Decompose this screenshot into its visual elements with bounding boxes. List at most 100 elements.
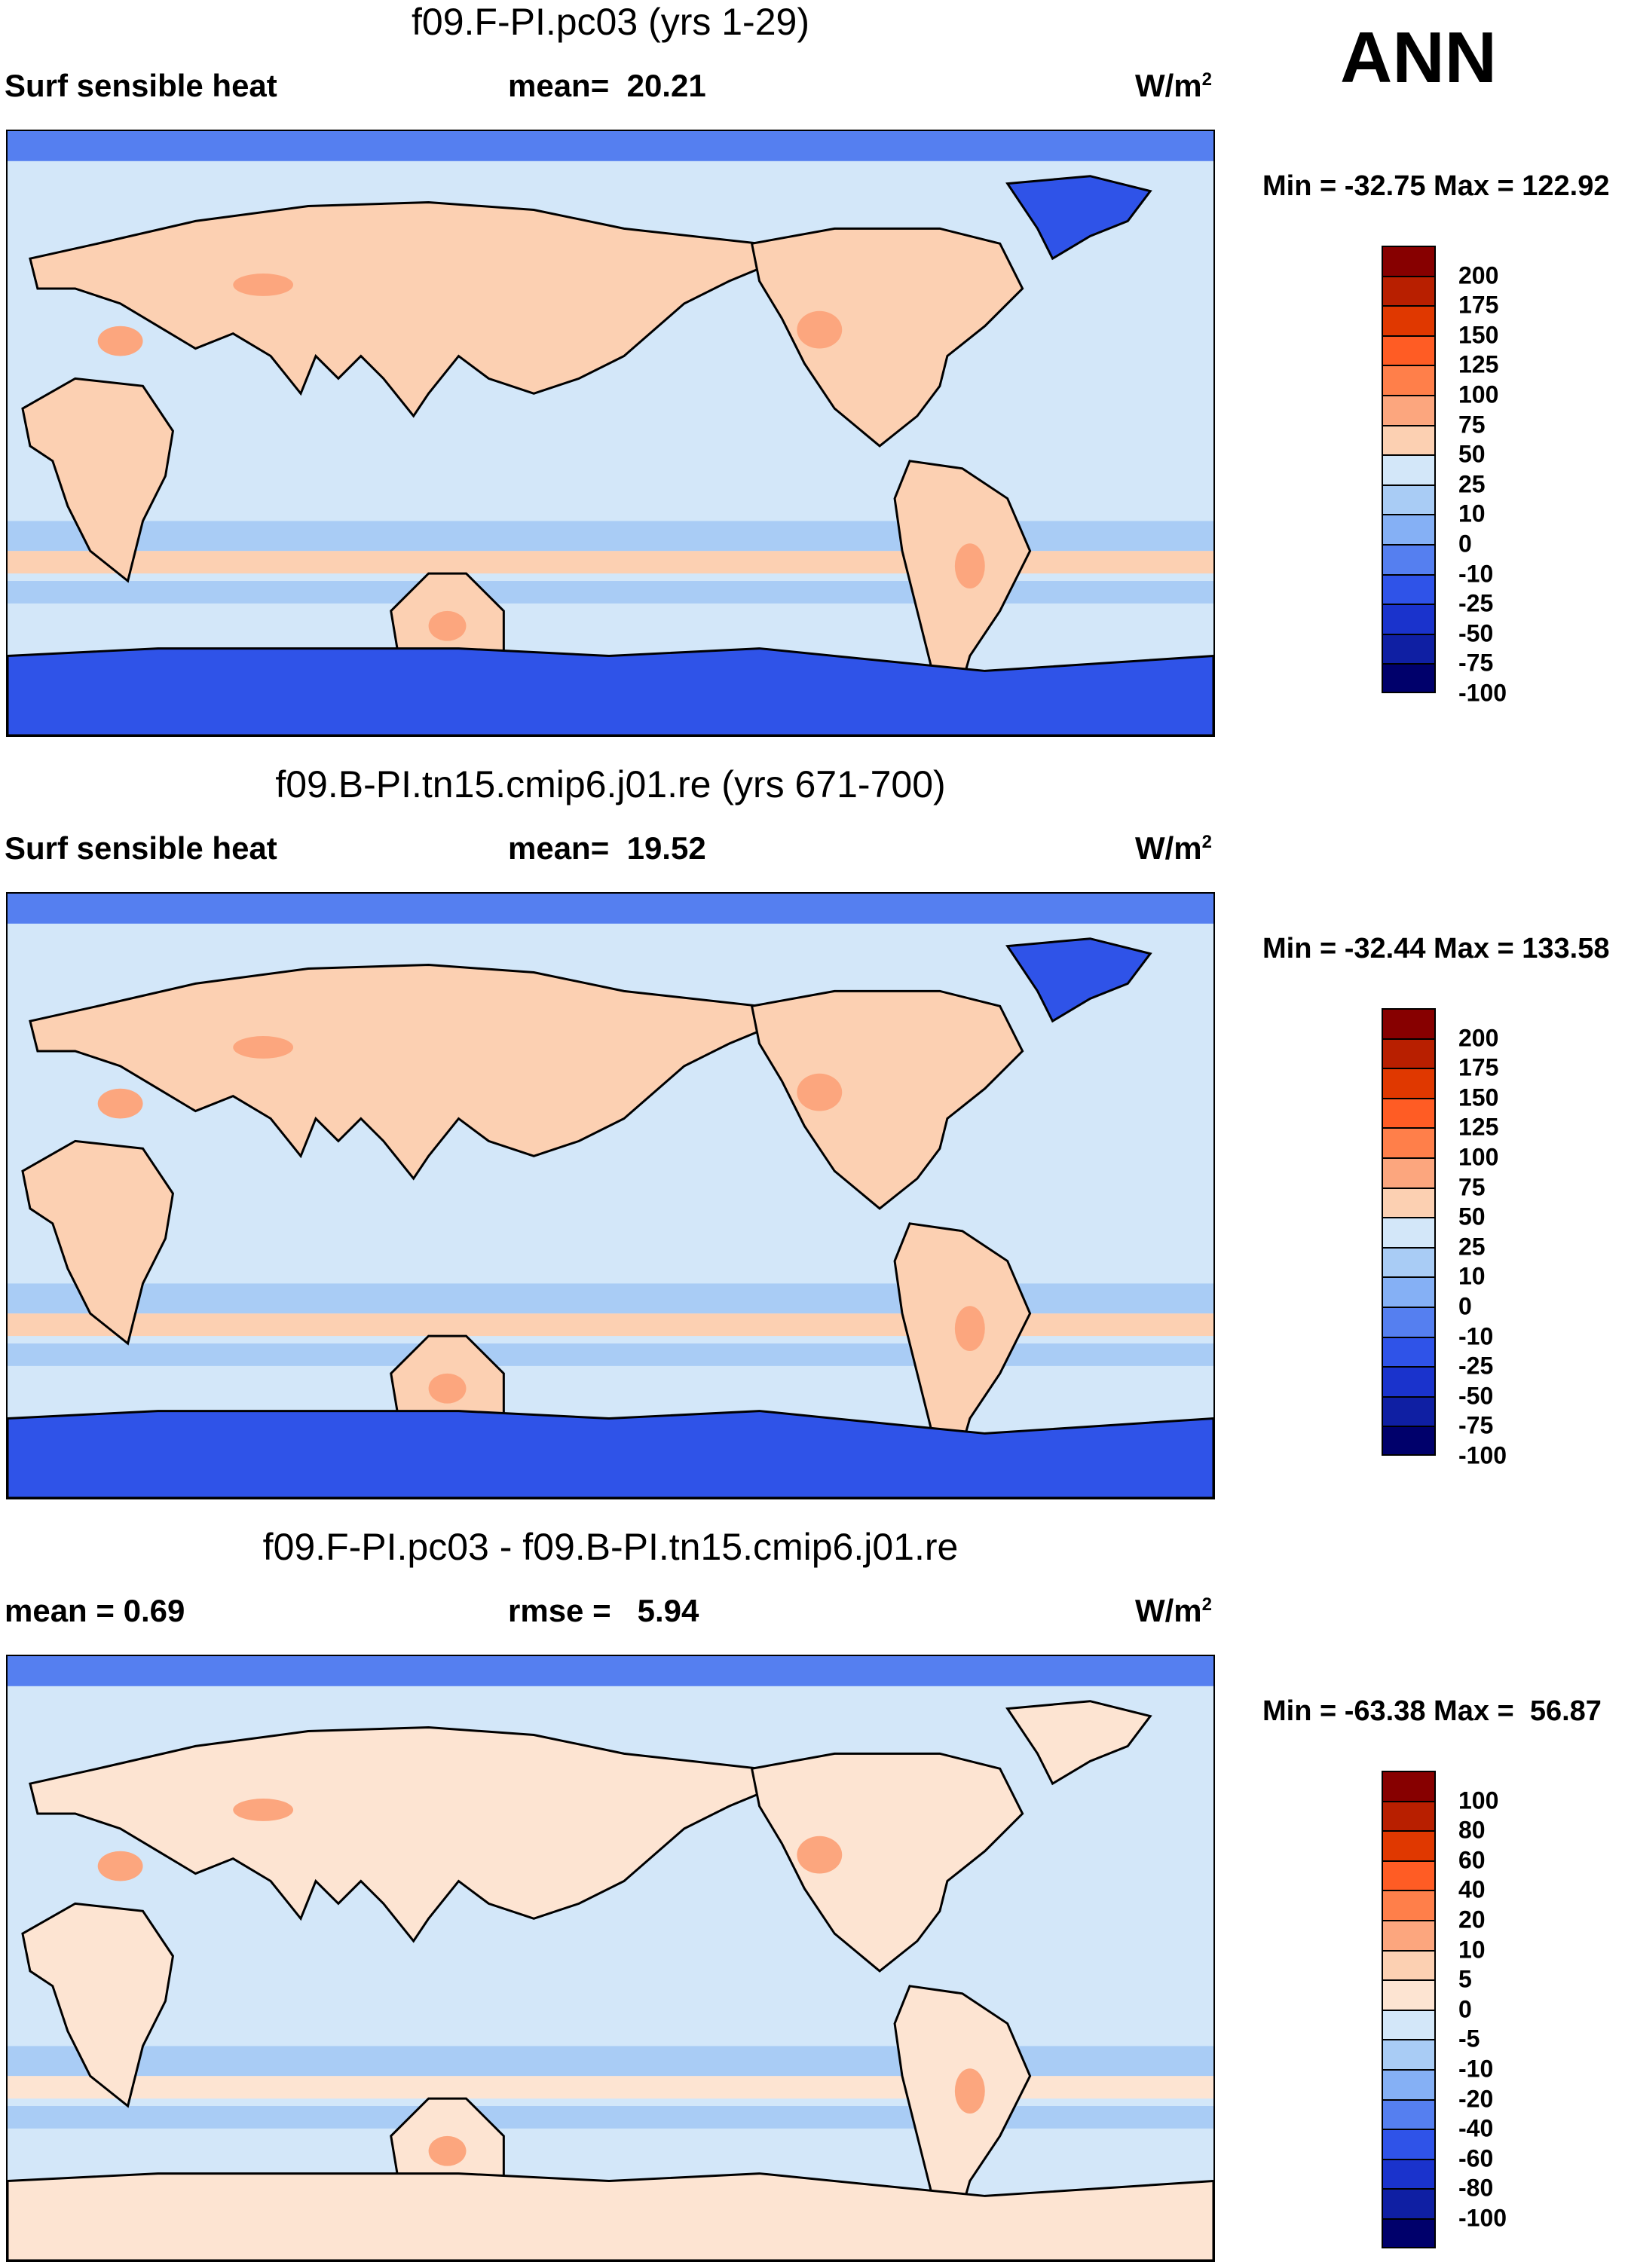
southern-ocean-band-2 — [8, 1343, 1213, 1366]
colorbar-label: 0 — [1458, 1995, 1472, 2023]
colorbar-label: 150 — [1458, 321, 1499, 349]
colorbar-label: 10 — [1458, 1262, 1486, 1290]
southern-ocean-warm-band — [8, 1313, 1213, 1337]
colorbar-label: 175 — [1458, 1053, 1499, 1081]
colorbar-swatch — [1382, 1276, 1436, 1307]
colorbar-swatch — [1382, 604, 1436, 634]
hot-patch-1 — [97, 326, 143, 356]
colorbar-label: 200 — [1458, 261, 1499, 289]
colorbar-label: -100 — [1458, 2204, 1507, 2232]
hot-patch-5 — [233, 1036, 294, 1059]
colorbar-label: -50 — [1458, 619, 1494, 647]
colorbar-swatch — [1382, 1187, 1436, 1218]
namerica-landmass — [750, 1752, 1024, 1973]
panel-1-title: f09.F-PI.pc03 (yrs 1-29) — [412, 1, 809, 43]
panel-1-left-label: Surf sensible heat — [5, 68, 277, 103]
panel-1-units-text: W/m — [1135, 68, 1202, 103]
panel-1-minmax: Min = -32.75 Max = 122.92 — [1262, 170, 1610, 202]
colorbar-label: -40 — [1458, 2114, 1494, 2142]
africa-landmass — [21, 1902, 175, 2108]
colorbar-label: 40 — [1458, 1875, 1486, 1903]
colorbar-label: 150 — [1458, 1084, 1499, 1111]
colorbar-label: 50 — [1458, 1203, 1486, 1230]
greenland-landmass — [1005, 175, 1152, 261]
panel-3-units: W/m2 — [1135, 1593, 1212, 1629]
panel-1-map-svg — [8, 131, 1213, 735]
panel-2-minmax: Min = -32.44 Max = 133.58 — [1262, 933, 1610, 964]
colorbar-label: 100 — [1458, 381, 1499, 408]
colorbar-swatch — [1382, 1949, 1436, 1980]
colorbar-swatch — [1382, 484, 1436, 515]
colorbar-label: 100 — [1458, 1787, 1499, 1814]
panel-2-title: f09.B-PI.tn15.cmip6.j01.re (yrs 671-700) — [275, 763, 946, 805]
arctic-band — [8, 131, 1213, 161]
africa-landmass — [21, 377, 175, 583]
southern-ocean-warm-band — [8, 551, 1213, 574]
hot-patch-5 — [233, 1799, 294, 1821]
arctic-band — [8, 894, 1213, 924]
panel-2-map — [6, 892, 1215, 1499]
asia-landmass — [29, 201, 776, 418]
colorbar-swatch — [1382, 1800, 1436, 1831]
colorbar-swatch — [1382, 2129, 1436, 2159]
colorbar-swatch — [1382, 1979, 1436, 2010]
southern-ocean-warm-band — [8, 2076, 1213, 2099]
colorbar-label: 10 — [1458, 500, 1486, 527]
colorbar-swatch — [1382, 1830, 1436, 1860]
southern-ocean-band-1 — [8, 521, 1213, 552]
colorbar-label: 25 — [1458, 470, 1486, 498]
hot-patch-4 — [954, 543, 985, 588]
colorbar-label: -10 — [1458, 1322, 1494, 1350]
colorbar-label: 50 — [1458, 440, 1486, 468]
colorbar-label: 175 — [1458, 291, 1499, 319]
colorbar-label: 125 — [1458, 1113, 1499, 1141]
panel-3-left-label: mean = 0.69 — [5, 1593, 185, 1628]
colorbar-label: 60 — [1458, 1846, 1486, 1874]
panel-2-map-svg — [8, 894, 1213, 1498]
colorbar-label: 5 — [1458, 1965, 1472, 1993]
colorbar-swatch — [1382, 1068, 1436, 1098]
colorbar-swatch — [1382, 365, 1436, 395]
colorbar-swatch — [1382, 1771, 1436, 1801]
colorbar-swatch — [1382, 424, 1436, 455]
colorbar-label: -75 — [1458, 649, 1494, 677]
antarctica-landmass — [8, 2172, 1213, 2260]
colorbar-label: 80 — [1458, 1816, 1486, 1844]
colorbar-swatch — [1382, 1426, 1436, 1456]
hot-patch-1 — [97, 1851, 143, 1881]
panel-1-center-label: mean= 20.21 — [508, 68, 706, 103]
panel-1-units: W/m2 — [1135, 68, 1212, 104]
panel-2-units-text: W/m — [1135, 830, 1202, 866]
colorbar-label: 100 — [1458, 1143, 1499, 1171]
colorbar-label: 0 — [1458, 1292, 1472, 1320]
panel-1-units-sup: 2 — [1201, 69, 1213, 90]
colorbar-label: -100 — [1458, 1441, 1507, 1469]
colorbar-label: 200 — [1458, 1024, 1499, 1052]
colorbar-label: 75 — [1458, 1173, 1486, 1201]
colorbar-swatch — [1382, 2188, 1436, 2218]
colorbar-swatch — [1382, 1246, 1436, 1277]
colorbar-swatch — [1382, 335, 1436, 365]
colorbar-swatch — [1382, 2039, 1436, 2069]
panel-3-units-sup: 2 — [1201, 1594, 1213, 1615]
panel-2-units-sup: 2 — [1201, 832, 1213, 852]
hot-patch-5 — [233, 274, 294, 296]
hot-patch-4 — [954, 2068, 985, 2114]
hot-patch-3 — [797, 310, 843, 349]
colorbar-swatch — [1382, 1217, 1436, 1247]
colorbar-label: -20 — [1458, 2085, 1494, 2113]
colorbar-label: 75 — [1458, 411, 1486, 439]
colorbar-label: -80 — [1458, 2174, 1494, 2202]
colorbar-swatch — [1382, 1008, 1436, 1038]
colorbar-swatch — [1382, 275, 1436, 306]
colorbar-label: 125 — [1458, 350, 1499, 378]
colorbar-swatch — [1382, 1097, 1436, 1128]
colorbar-swatch — [1382, 1890, 1436, 1920]
colorbar-swatch — [1382, 663, 1436, 693]
colorbar-swatch — [1382, 1860, 1436, 1891]
colorbar-swatch — [1382, 1336, 1436, 1367]
hot-patch-1 — [97, 1088, 143, 1119]
colorbar-swatch — [1382, 1127, 1436, 1157]
colorbar-swatch — [1382, 305, 1436, 335]
colorbar-swatch — [1382, 2158, 1436, 2189]
